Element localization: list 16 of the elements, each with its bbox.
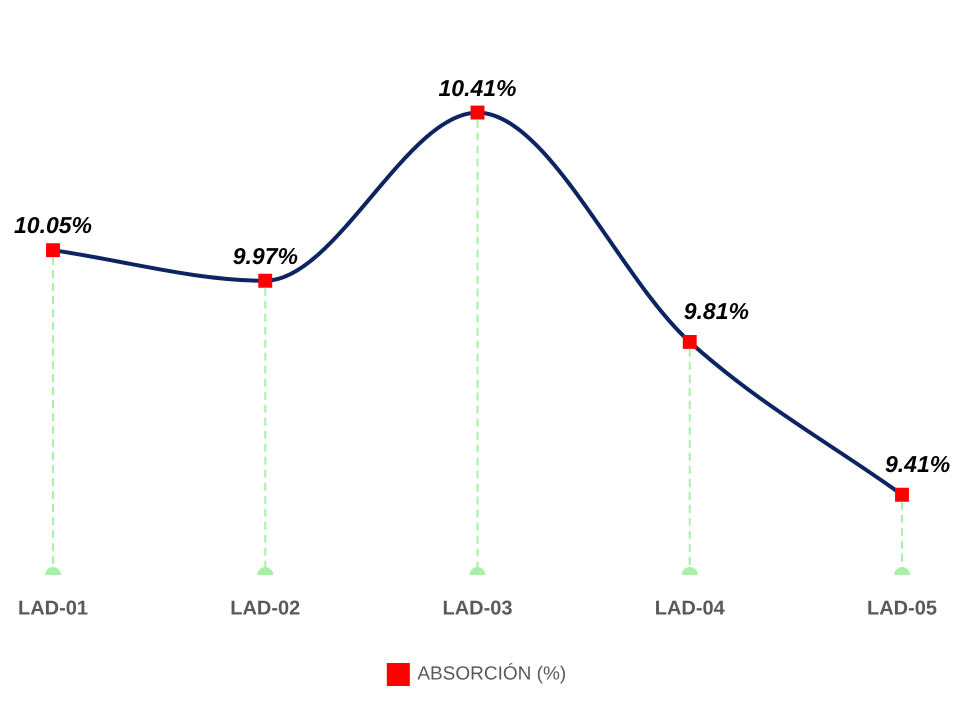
- data-label: 9.81%: [684, 298, 749, 324]
- legend-label: ABSORCIÓN (%): [417, 662, 566, 685]
- point: [46, 243, 60, 258]
- point: [470, 106, 484, 120]
- point: [682, 334, 697, 349]
- point: [895, 488, 909, 502]
- x-tick-label: LAD-05: [866, 598, 938, 620]
- data-label: 10.05%: [14, 212, 92, 238]
- data-label: 9.41%: [885, 450, 950, 477]
- x-tick-label: LAD-01: [18, 598, 88, 620]
- data-label: 9.97%: [232, 242, 298, 269]
- point: [258, 274, 272, 288]
- x-tick-label: LAD-03: [442, 598, 513, 620]
- x-tick-label: LAD-04: [654, 598, 726, 620]
- data-label: 10.41%: [438, 74, 517, 101]
- x-tick-label: LAD-02: [230, 598, 300, 620]
